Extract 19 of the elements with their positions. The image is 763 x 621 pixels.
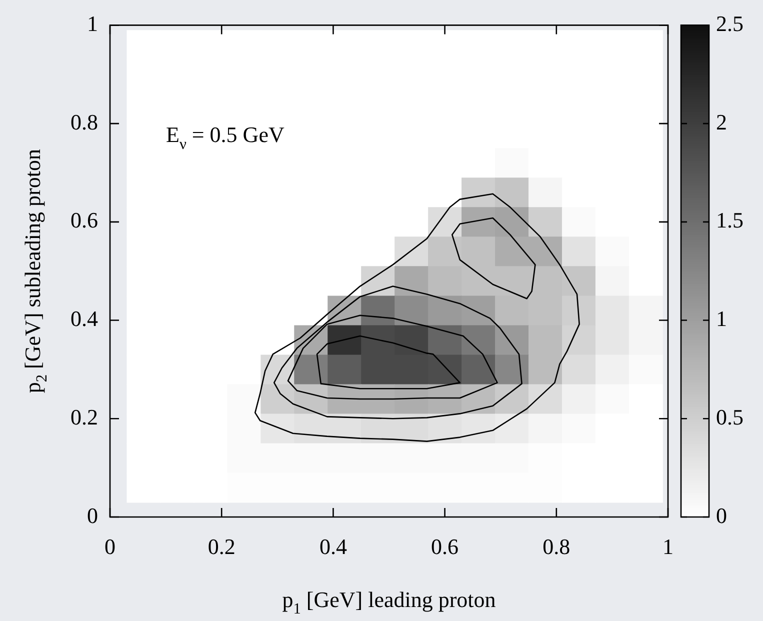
y-tick-label: 1 <box>87 10 98 36</box>
x-tick-label: 0.8 <box>542 534 570 559</box>
x-tick-label: 0 <box>104 534 116 559</box>
y-tick-label: 0.6 <box>70 208 98 233</box>
x-tick-label: 0.2 <box>208 534 236 559</box>
x-tick-label: 1 <box>662 534 674 559</box>
color-bar-label: 2.5 <box>716 10 744 36</box>
color-bar-label: 2 <box>716 109 727 134</box>
x-tick-label: 0.4 <box>319 534 347 559</box>
color-bar-label: 0.5 <box>716 404 744 430</box>
color-bar-label: 1 <box>716 306 727 332</box>
y-tick-label: 0.2 <box>70 404 98 430</box>
color-bar-label: 1.5 <box>716 208 744 233</box>
y-tick-label: 0.8 <box>70 109 98 134</box>
y-axis-title: p2 [GeV] subleading proton <box>20 149 51 394</box>
color-bar-label: 0 <box>716 502 727 528</box>
y-tick-label: 0 <box>87 502 98 528</box>
x-tick-label: 0.6 <box>431 534 459 559</box>
y-tick-label: 0.4 <box>70 306 98 332</box>
